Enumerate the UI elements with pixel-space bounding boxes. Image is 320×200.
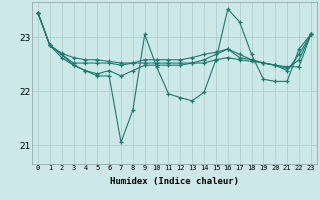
X-axis label: Humidex (Indice chaleur): Humidex (Indice chaleur) <box>110 177 239 186</box>
